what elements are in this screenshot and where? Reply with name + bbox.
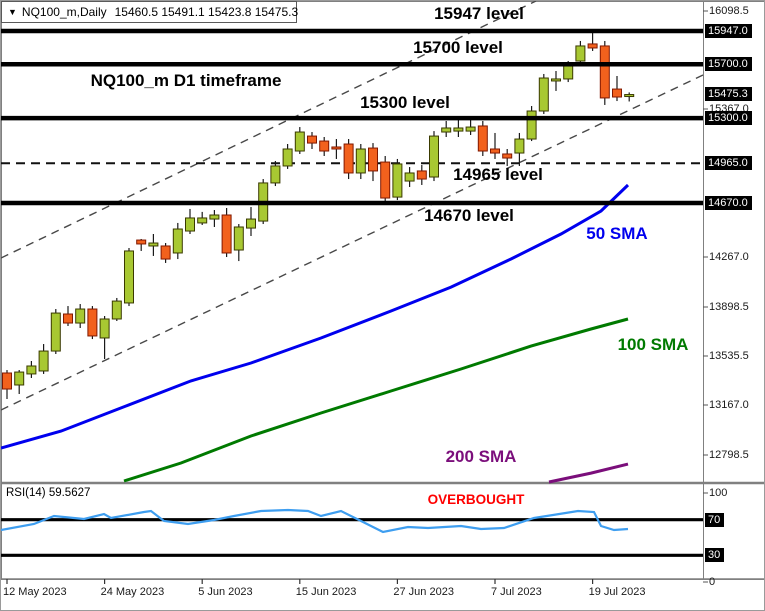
candle-body [490, 148, 500, 154]
candle-body [453, 127, 464, 132]
trend-channel-line-2 [1, 74, 704, 411]
price-level-badge: 15700.0 [705, 57, 752, 71]
candle-body [441, 127, 452, 133]
candle-body [2, 372, 12, 390]
rsi-level-badge: 70 [705, 513, 725, 527]
candle-body [221, 214, 232, 254]
candle-body [368, 147, 378, 172]
date-label: 12 May 2023 [3, 586, 67, 598]
rsi-line [1, 508, 629, 534]
rsi-tick-label: 0 [709, 576, 716, 588]
candle-body [124, 250, 134, 304]
candle-body [502, 153, 513, 159]
candle-body [246, 218, 256, 229]
rsi-tick-label: 100 [709, 487, 728, 499]
candle-body [111, 300, 122, 320]
ohlc-values: 15460.5 15491.1 15423.8 15475.3 [114, 5, 299, 19]
candle-body [99, 318, 110, 339]
candle-body [465, 126, 476, 132]
price-level-badge: 15300.0 [705, 111, 752, 125]
price-level-badge: 14965.0 [705, 156, 752, 170]
symbol-dropdown-icon[interactable]: ▼ [8, 7, 17, 17]
sma200-label: 200 SMA [445, 447, 517, 466]
trend-channel-line-1 [1, 1, 537, 259]
level-label-14965: 14965 level [453, 165, 543, 184]
candle-body [612, 88, 622, 98]
candle-body [148, 242, 159, 247]
candle-body [538, 77, 549, 112]
overbought-label: OVERBOUGHT [427, 492, 525, 507]
date-label: 5 Jun 2023 [198, 586, 253, 598]
candle-body [185, 217, 195, 232]
candle-body [136, 239, 147, 245]
candle-body [50, 312, 61, 352]
level-label-14670: 14670 level [424, 206, 514, 225]
candle-body [197, 217, 208, 224]
candle-body [87, 308, 98, 337]
candle-body [75, 308, 86, 324]
candle-body [404, 172, 415, 182]
sma100-line [123, 317, 629, 483]
candle-body [63, 313, 73, 324]
price-tick-label: 13167.0 [709, 399, 749, 411]
level-label-15947: 15947 level [434, 4, 524, 23]
candle-body [233, 226, 244, 251]
candle-body [429, 135, 439, 178]
date-label: 27 Jun 2023 [393, 586, 454, 598]
candle-body [209, 214, 220, 220]
candle-body [624, 94, 635, 98]
candle-body [282, 148, 293, 167]
price-level-badge: 14670.0 [705, 196, 752, 210]
price-tick-label: 16098.5 [709, 5, 749, 17]
chart-symbol-header[interactable]: ▼ NQ100_m,Daily 15460.5 15491.1 15423.8 … [1, 1, 299, 23]
candle-body [172, 228, 183, 254]
sma50-line [1, 183, 630, 450]
level-label-15700: 15700 level [413, 38, 503, 57]
candle-body [392, 163, 403, 198]
price-tick-label: 14267.0 [709, 251, 749, 263]
candle-body [307, 135, 317, 144]
candle-body [551, 78, 561, 82]
candle-body [331, 146, 342, 150]
candle-body [587, 43, 598, 49]
date-label: 15 Jun 2023 [295, 586, 357, 598]
candle-body [599, 45, 610, 99]
sma200-line [548, 462, 629, 484]
rsi-value-label: RSI(14) 59.5627 [6, 487, 91, 499]
date-label: 7 Jul 2023 [491, 586, 542, 598]
candle-body [160, 245, 171, 260]
candle-body [319, 140, 330, 152]
candle-body [270, 165, 281, 184]
candle-body [294, 131, 305, 152]
rsi-level-badge: 30 [705, 548, 725, 562]
candle-body [526, 110, 537, 140]
symbol-name: NQ100_m,Daily [21, 5, 107, 19]
level-label-15300: 15300 level [360, 93, 450, 112]
price-level-badge: 15475.3 [705, 87, 752, 101]
timeframe-note: NQ100_m D1 timeframe [90, 71, 282, 90]
price-tick-label: 13898.5 [709, 301, 749, 313]
price-tick-label: 12798.5 [709, 449, 749, 461]
sma100-label: 100 SMA [617, 335, 689, 354]
candle-body [380, 161, 391, 199]
candle-body [26, 365, 37, 375]
candle-body [575, 45, 586, 62]
candle-body [416, 170, 427, 180]
candle-body [514, 138, 525, 154]
date-label: 19 Jul 2023 [588, 586, 646, 598]
candle-body [343, 143, 354, 174]
price-tick-label: 13535.5 [709, 350, 749, 362]
candle-body [14, 371, 25, 386]
candle-body [563, 65, 574, 80]
date-label: 24 May 2023 [100, 586, 165, 598]
candle-body [477, 125, 488, 152]
candle-body [38, 350, 49, 372]
price-level-badge: 15947.0 [705, 24, 752, 38]
candle-body [355, 148, 366, 174]
sma50-label: 50 SMA [586, 224, 648, 243]
